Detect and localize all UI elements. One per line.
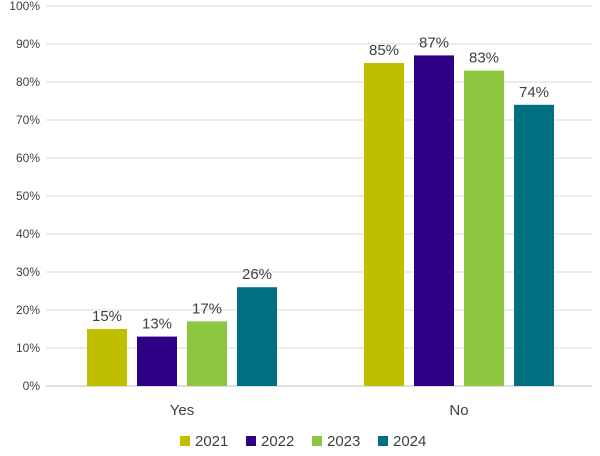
y-tick-label: 90% xyxy=(16,37,40,51)
y-axis-tick-labels: 0% 10% 20% 30% 40% 50% 60% 70% 80% 90% 100% xyxy=(9,0,40,393)
y-tick-label: 80% xyxy=(16,75,40,89)
category-label-yes: Yes xyxy=(170,402,194,419)
bar-yes-2024 xyxy=(237,287,277,386)
bar-no-2022 xyxy=(414,55,454,387)
gridlines xyxy=(46,5,592,387)
data-label-no-2021: 85% xyxy=(369,42,399,59)
bars xyxy=(87,55,554,387)
legend-label-2021: 2021 xyxy=(195,433,228,450)
legend: 2021 2022 2023 2024 xyxy=(180,433,426,450)
bar-yes-2023 xyxy=(187,321,227,386)
data-label-no-2022: 87% xyxy=(419,34,449,51)
y-tick-label: 20% xyxy=(16,303,40,317)
legend-label-2023: 2023 xyxy=(327,433,360,450)
legend-label-2024: 2024 xyxy=(393,433,426,450)
data-label-no-2023: 83% xyxy=(469,50,499,67)
legend-swatch-2022 xyxy=(246,436,256,446)
legend-swatch-2023 xyxy=(312,436,322,446)
y-tick-label: 10% xyxy=(16,341,40,355)
bar-no-2021 xyxy=(364,63,404,386)
data-label-yes-2022: 13% xyxy=(142,316,172,333)
y-tick-label: 60% xyxy=(16,151,40,165)
y-tick-label: 50% xyxy=(16,189,40,203)
bar-no-2023 xyxy=(464,70,504,386)
y-tick-label: 40% xyxy=(16,227,40,241)
data-label-yes-2024: 26% xyxy=(242,266,272,283)
y-tick-label: 0% xyxy=(23,379,41,393)
y-tick-label: 30% xyxy=(16,265,40,279)
y-tick-label: 100% xyxy=(9,0,40,13)
legend-swatch-2024 xyxy=(378,436,388,446)
category-label-no: No xyxy=(449,402,468,419)
bar-yes-2021 xyxy=(87,329,127,386)
bar-no-2024 xyxy=(514,104,554,387)
data-label-no-2024: 74% xyxy=(519,84,549,101)
legend-swatch-2021 xyxy=(180,436,190,446)
data-label-yes-2021: 15% xyxy=(92,308,122,325)
bar-yes-2022 xyxy=(137,336,177,386)
legend-label-2022: 2022 xyxy=(261,433,294,450)
data-label-yes-2023: 17% xyxy=(192,300,222,317)
y-tick-label: 70% xyxy=(16,113,40,127)
x-axis-category-labels: Yes No xyxy=(170,402,469,419)
data-labels: 15% 13% 17% 26% 85% 87% 83% 74% xyxy=(92,34,549,332)
